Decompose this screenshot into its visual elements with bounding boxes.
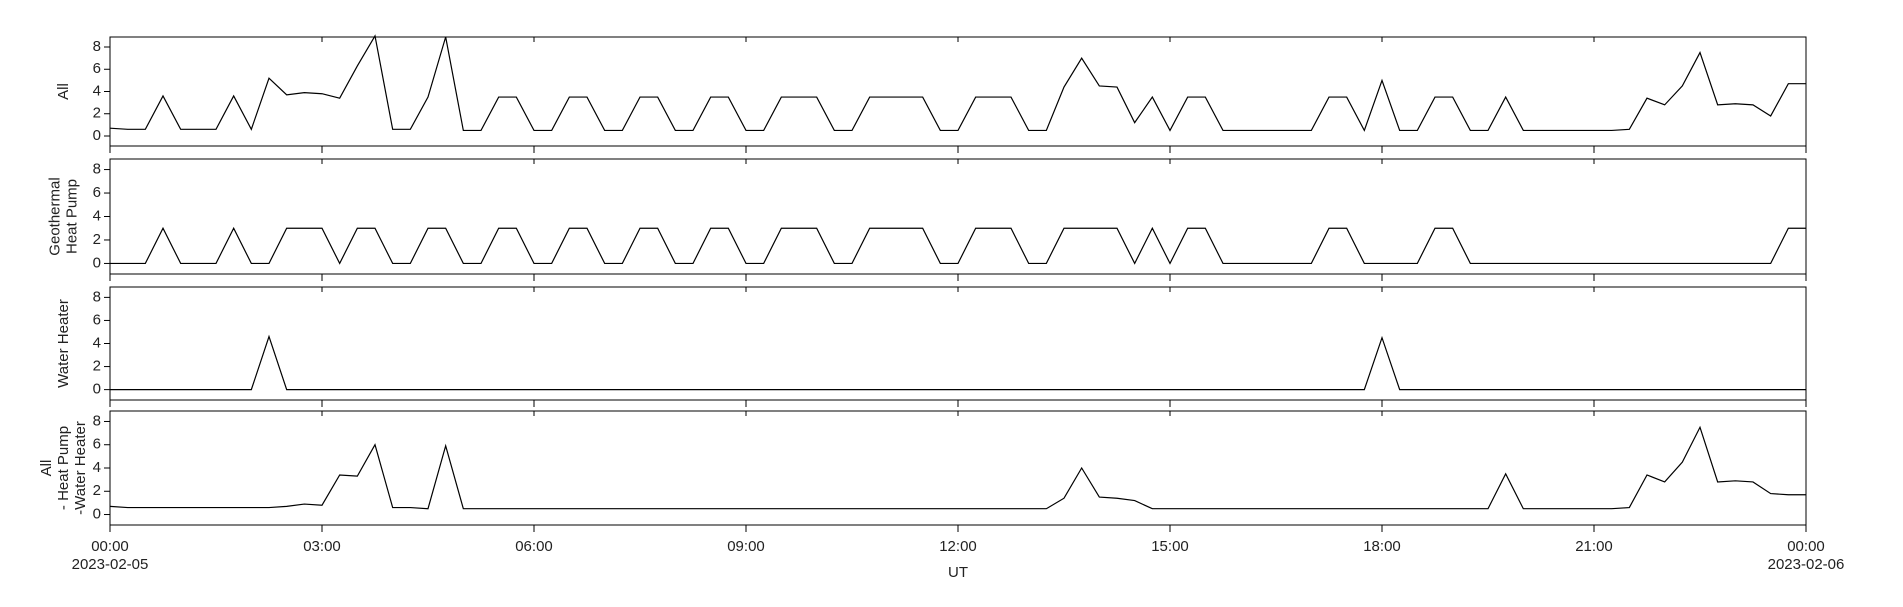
y-tick-label: 0 [93, 254, 101, 271]
y-tick-label: 2 [93, 358, 101, 375]
y-axis-label: All [55, 83, 72, 100]
y-axis-label: - Heat Pump [55, 426, 72, 510]
y-tick-label: 2 [93, 231, 101, 248]
y-tick-label: 4 [93, 207, 101, 224]
x-tick-label: 18:00 [1363, 538, 1401, 555]
y-tick-label: 8 [93, 412, 101, 429]
x-tick-label: 09:00 [727, 538, 765, 555]
y-tick-label: 2 [93, 105, 101, 122]
y-axis-label: All [38, 460, 55, 477]
x-tick-label: 12:00 [939, 538, 977, 555]
y-axis-label: Geothermal [46, 177, 63, 255]
data-line [110, 334, 1806, 391]
y-tick-label: 4 [93, 82, 101, 99]
y-tick-label: 8 [93, 161, 101, 178]
x-date-label: 2023-02-06 [1768, 556, 1845, 573]
y-tick-label: 8 [93, 288, 101, 305]
data-line [109, 34, 1806, 132]
y-axis-label: -Water Heater [72, 421, 89, 515]
plot-frame [109, 286, 1807, 401]
y-tick-label: 6 [93, 436, 101, 453]
y-tick-label: 2 [93, 482, 101, 499]
x-tick-label: 06:00 [515, 538, 553, 555]
x-tick-label: 15:00 [1151, 538, 1189, 555]
y-axis-label: Water Heater [55, 299, 72, 388]
y-tick-label: 0 [93, 127, 101, 144]
x-axis-label: UT [948, 564, 968, 581]
x-date-label: 2023-02-05 [72, 556, 149, 573]
y-tick-label: 6 [93, 184, 101, 201]
x-tick-label: 03:00 [303, 538, 341, 555]
y-tick-label: 0 [93, 381, 101, 398]
data-line [109, 425, 1806, 510]
y-axis-label: Heat Pump [63, 179, 80, 254]
data-line [110, 226, 1806, 265]
x-tick-label: 00:00 [91, 538, 129, 555]
x-tick-label: 00:00 [1787, 538, 1825, 555]
x-tick-label: 21:00 [1575, 538, 1613, 555]
y-tick-label: 4 [93, 334, 101, 351]
plot-frame [109, 410, 1807, 526]
y-tick-label: 6 [93, 311, 101, 328]
y-tick-label: 6 [93, 60, 101, 77]
plot-frame [109, 158, 1807, 275]
y-tick-label: 0 [93, 505, 101, 522]
y-tick-label: 4 [93, 459, 101, 476]
y-tick-label: 8 [93, 38, 101, 55]
